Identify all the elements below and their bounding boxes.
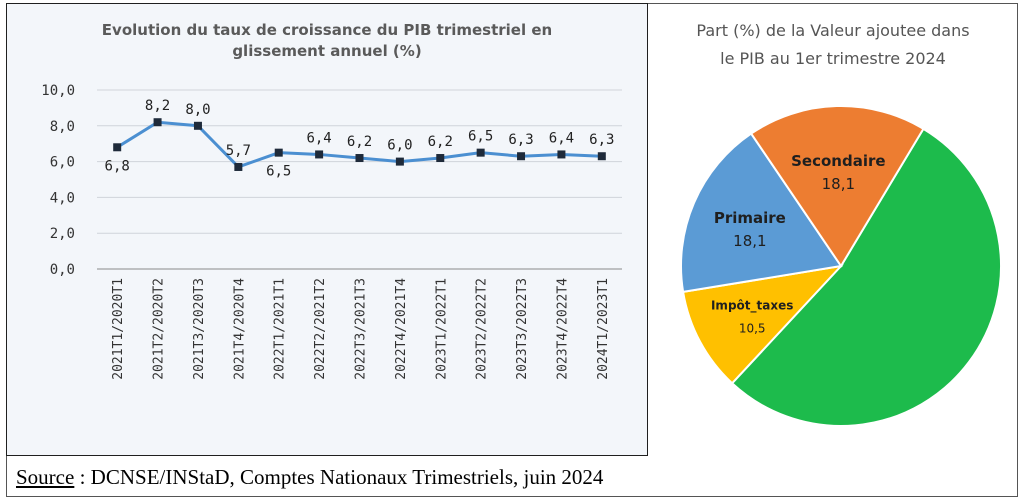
slice-value: 10,5 [739,322,766,336]
data-label: 6,3 [508,132,533,148]
data-point [557,150,566,159]
data-point [597,152,606,161]
line-chart-title-line-2: glissement annuel (%) [232,42,422,60]
y-tick-label: 6,0 [50,155,75,171]
data-label: 6,0 [387,138,412,154]
y-tick-label: 2,0 [50,226,75,242]
data-label: 6,2 [347,134,372,150]
source-text: DCNSE/INStaD, Comptes Nationaux Trimestr… [90,465,604,489]
line-chart-panel: Evolution du taux de croissance du PIB t… [6,3,648,456]
data-label: 6,2 [428,134,453,150]
data-label: 8,2 [145,98,170,114]
source-note: Source : DCNSE/INStaD, Comptes Nationaux… [16,465,603,490]
source-separator: : [74,465,91,489]
y-tick-label: 4,0 [50,190,75,206]
data-label: 8,0 [185,102,210,118]
data-point [274,148,283,157]
line-chart-title-line-1: Evolution du taux de croissance du PIB t… [101,21,553,39]
data-point [436,154,445,163]
x-tick-label: 2022T1/2021T1 [273,278,288,380]
data-label: 5,7 [226,143,251,159]
x-tick-label: 2021T4/2020T4 [232,278,247,380]
line-chart: 0,0 2,0 4,0 6,0 8,0 10,0 6,8 8,2 8,0 5,7 6,5 6,4 6,2… [41,83,622,380]
data-point [395,157,404,166]
data-point [234,162,243,171]
x-tick-label: 2021T2/2020T2 [152,278,167,380]
x-tick-label: 2022T4/2021T4 [394,278,409,380]
gridlines [97,89,622,270]
pie-chart-title-line-2: le PIB au 1er trimestre 2024 [720,49,946,68]
slice-label: Impôt_taxes [711,299,793,314]
data-label: 6,5 [468,129,493,145]
pie-slice [681,264,844,385]
data-point [517,152,526,161]
data-label: 6,5 [266,164,291,180]
pie-chart-panel: Part (%) de la Valeur ajoutee dans le PI… [648,3,1018,456]
y-tick-label: 0,0 [50,262,75,278]
data-point [476,148,485,157]
x-tick-label: 2023T1/2022T1 [434,278,449,380]
data-point [315,150,324,159]
data-label: 6,8 [105,158,130,174]
data-point [153,118,162,127]
pie-slice [730,127,1002,427]
data-point [113,143,122,152]
x-tick-label: 2022T3/2021T3 [354,278,369,380]
slice-label: Secondaire [791,152,885,170]
x-tick-label: 2023T2/2022T2 [475,278,490,380]
data-label: 6,4 [549,130,574,146]
x-tick-label: 2023T3/2022T3 [515,278,530,380]
data-point [193,121,202,130]
pie-slice [680,132,843,294]
pie-slice [749,105,925,268]
pie-chart-title-line-1: Part (%) de la Valeur ajoutee dans [696,21,970,40]
x-tick-label: 2024T1/2023T1 [596,278,611,380]
y-tick-label: 10,0 [41,83,75,99]
y-tick-label: 8,0 [50,119,75,135]
pie-chart: Tertiaire53,3Impôt_taxes10,5Primaire18,1… [680,105,1002,427]
data-label: 6,4 [306,130,331,146]
x-tick-label: 2023T4/2022T4 [555,278,570,380]
x-tick-label: 2022T2/2021T2 [313,278,328,380]
slice-value: 18,1 [822,175,855,193]
slice-label: Primaire [714,209,786,227]
x-tick-label: 2021T1/2020T1 [111,278,126,380]
slice-value: 18,1 [733,232,766,250]
x-tick-label: 2021T3/2020T3 [192,278,207,380]
data-label: 6,3 [589,132,614,148]
source-label: Source [16,465,75,489]
data-point [355,154,364,163]
